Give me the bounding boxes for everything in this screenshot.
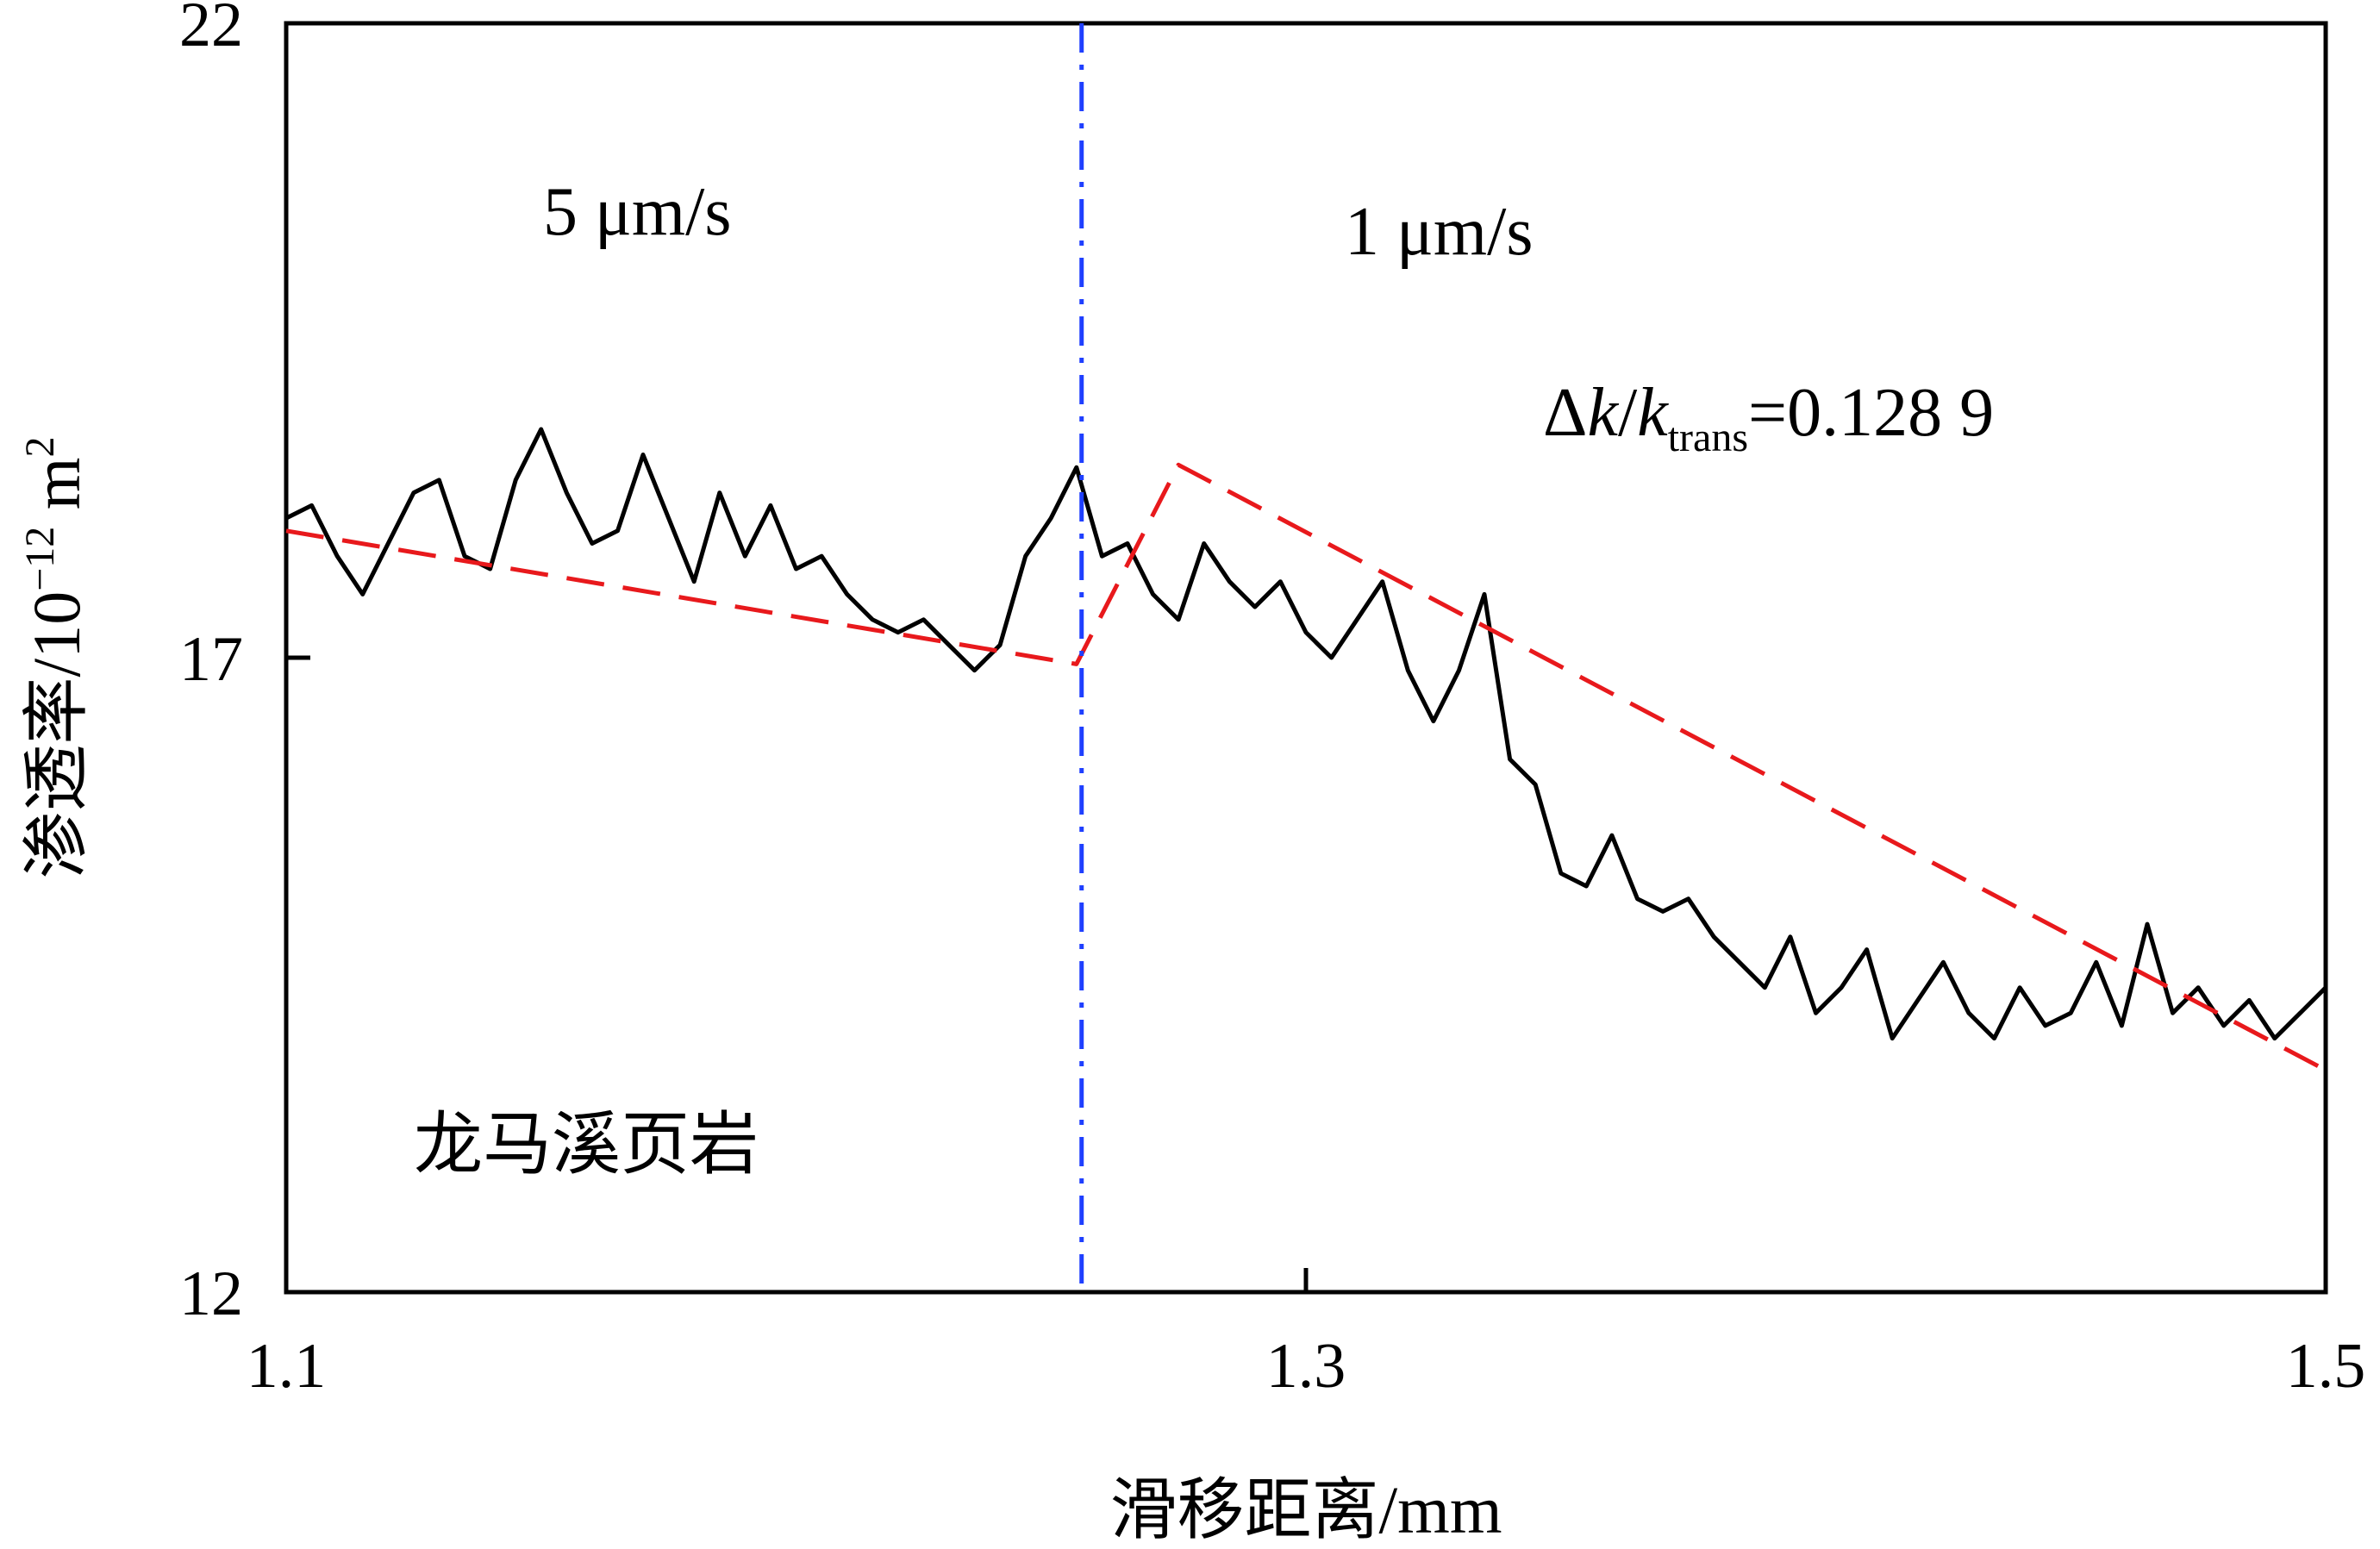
y-tick-label: 12 <box>179 1259 243 1329</box>
trend-fit-line <box>285 462 2327 1072</box>
x-axis-ticks <box>284 1268 2328 1292</box>
y-axis-title-main: 渗透率/10 <box>19 591 94 879</box>
x-tick-label: 1.1 <box>247 1331 327 1402</box>
y-tick-label: 17 <box>179 624 243 695</box>
x-axis-title: 滑移距离/mm <box>1109 1472 1502 1547</box>
y-axis-title-unit: m <box>19 458 94 527</box>
y-axis-ticks <box>286 21 310 1295</box>
sample-label: 龙马溪页岩 <box>414 1108 759 1184</box>
ratio-subscript: trans <box>1668 415 1748 460</box>
region-right-label: 1 μm/s <box>1345 194 1533 270</box>
y-axis-title-unit-exp: 2 <box>17 437 63 458</box>
ratio-k1: k <box>1587 375 1619 451</box>
y-tick-label: 22 <box>179 0 243 60</box>
x-tick-label: 1.3 <box>1266 1331 1346 1402</box>
ratio-k2: k <box>1637 375 1669 451</box>
x-tick-label: 1.5 <box>2286 1331 2366 1402</box>
y-tick-labels: 12 17 22 <box>179 0 243 1329</box>
ratio-delta: Δ <box>1543 375 1587 451</box>
region-left-label: 5 μm/s <box>543 174 731 250</box>
ratio-annotation: Δk/ktrans=0.128 9 <box>1543 375 1994 460</box>
ratio-slash: / <box>1618 375 1638 451</box>
y-axis-title: 渗透率/10−12 m2 <box>17 437 94 879</box>
y-axis-title-exp: −12 <box>17 527 63 591</box>
ratio-value: =0.128 9 <box>1748 375 1994 451</box>
permeability-series-line <box>284 427 2327 1041</box>
x-tick-labels: 1.1 1.3 1.5 <box>247 1331 2366 1402</box>
series-layer <box>284 427 2327 1072</box>
